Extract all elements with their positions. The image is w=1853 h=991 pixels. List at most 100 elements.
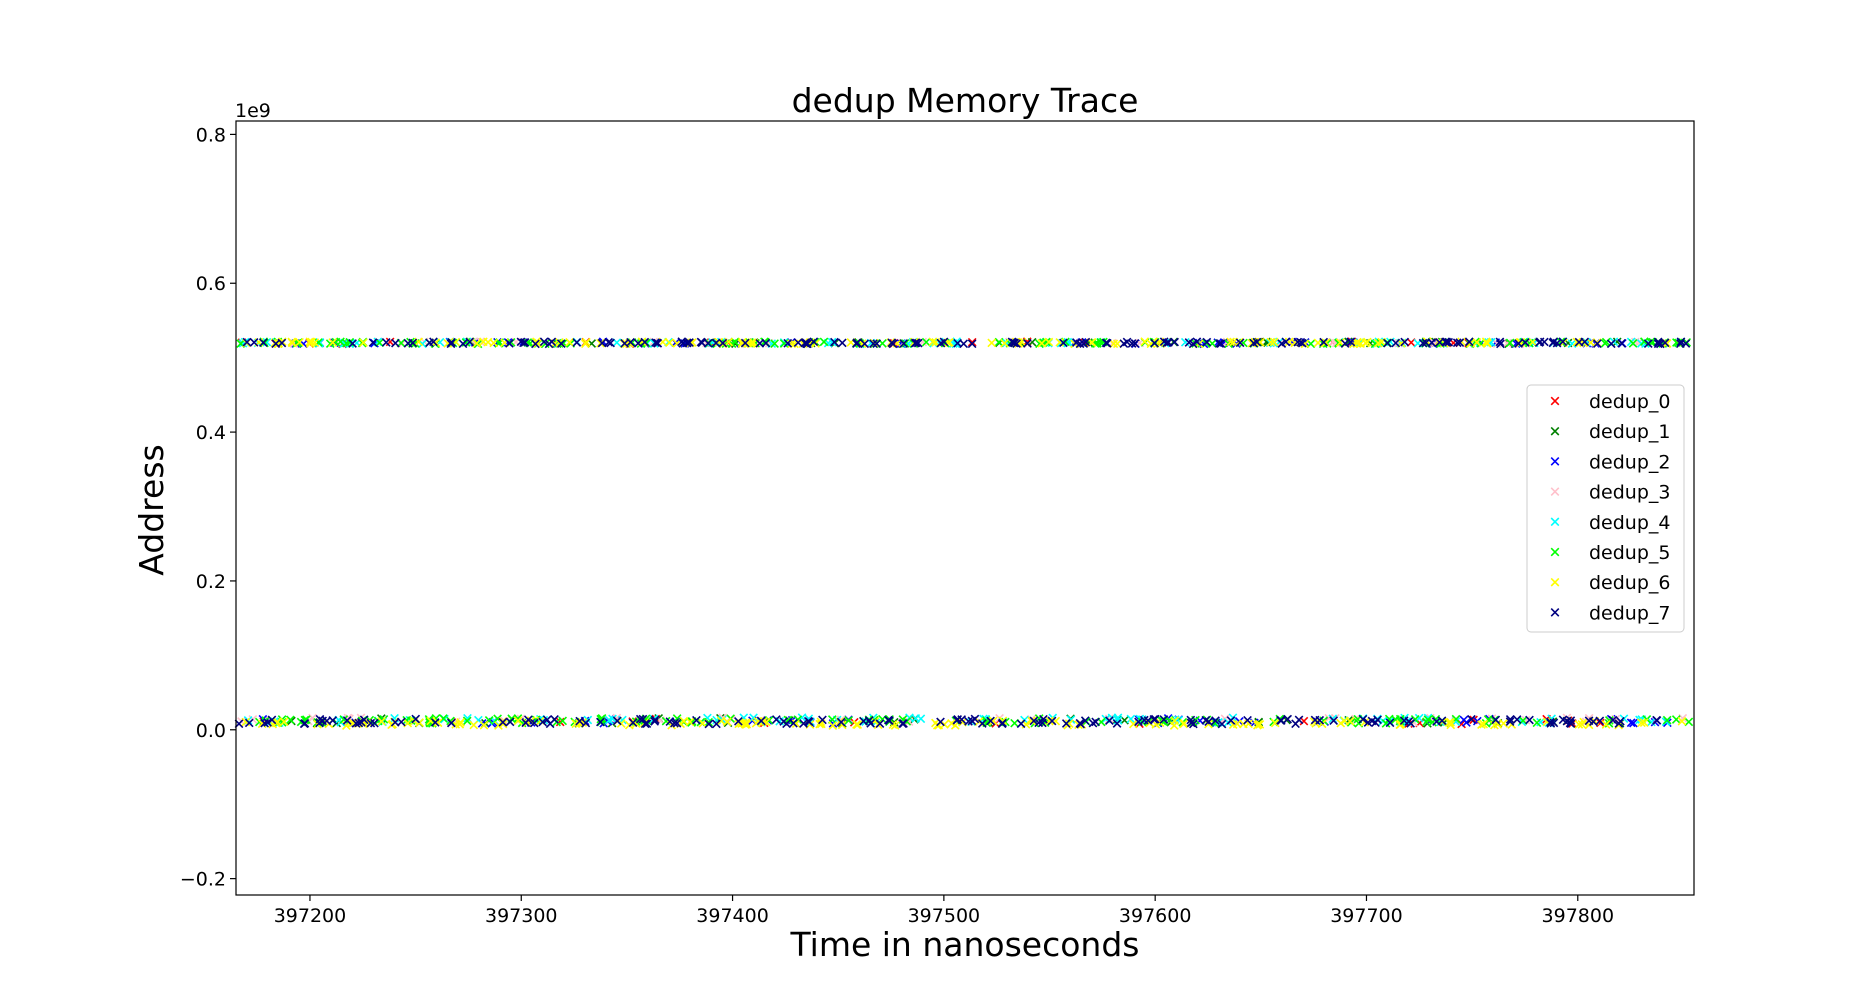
data-point [1595,716,1605,726]
data-point [1505,338,1515,348]
data-point [581,718,591,728]
data-point [1281,337,1291,347]
data-point [456,718,465,727]
data-point [463,713,472,723]
data-point [1266,337,1276,347]
data-point [1643,339,1653,349]
data-point [351,719,361,728]
data-point [967,337,977,347]
data-point [783,338,793,348]
data-point [1269,337,1279,347]
data-point [712,719,721,729]
data-point [1072,338,1081,347]
data-point [411,714,421,724]
data-point [465,337,475,347]
data-point [1243,715,1252,725]
data-point [446,716,455,726]
x-tick-label: 397500 [908,905,981,927]
data-point [753,717,763,726]
data-point [1505,717,1515,727]
data-point [565,337,574,347]
data-point [1617,338,1626,348]
data-point [819,337,829,347]
data-point [789,718,798,728]
data-point [1232,719,1242,729]
data-point [740,338,750,348]
data-point [734,716,743,726]
plot-area-frame [235,120,1695,896]
data-point [940,720,949,729]
data-point [1455,338,1465,348]
data-point [1525,715,1534,725]
data-point [1558,715,1568,725]
data-point [952,715,962,725]
legend-marker [1550,396,1560,406]
data-point [859,716,868,726]
data-point [910,338,920,348]
legend-label: dedup_1 [1589,421,1671,443]
data-point [521,718,531,728]
data-point [1319,337,1329,347]
y-tick-label: 0.4 [196,422,226,444]
data-point [1010,338,1020,348]
data-point [1029,716,1039,726]
legend-marker [1550,517,1560,527]
data-point [242,337,252,347]
data-point [988,716,998,726]
data-point [1075,718,1085,728]
data-point [1383,338,1392,348]
data-point [1566,716,1576,725]
data-point [1140,337,1150,347]
data-point [1482,337,1491,347]
data-point [1159,337,1169,347]
data-point [375,338,384,348]
legend-item-dedup_6: dedup_6 [1550,572,1671,594]
data-point [513,716,523,726]
data-point [1611,714,1621,724]
legend-item-dedup_7: dedup_7 [1550,602,1671,624]
data-point [1027,716,1036,726]
data-point [336,337,345,347]
data-point [1418,338,1428,348]
data-point [1532,718,1542,728]
data-point [1149,715,1159,724]
data-point [539,337,549,347]
data-point [263,718,273,727]
data-point [581,339,590,349]
data-point [498,717,508,727]
data-point [462,716,472,726]
legend-label: dedup_3 [1589,482,1671,504]
data-point [771,715,781,724]
data-point [325,339,335,349]
data-point [1150,338,1159,348]
data-point [597,338,607,348]
data-point [322,716,332,726]
legend-item-dedup_1: dedup_1 [1550,421,1671,443]
data-point [328,338,338,347]
data-point [1452,338,1462,348]
data-point [1629,718,1638,728]
data-point [1678,713,1688,723]
data-point [1037,718,1047,728]
data-point [1130,339,1140,348]
data-point [964,717,973,726]
data-point [1431,714,1441,724]
data-point [1367,716,1377,726]
data-point [469,720,479,730]
data-point [1512,715,1522,724]
data-point [887,338,897,348]
data-point [916,714,926,724]
data-point [852,720,861,729]
data-point [542,715,552,725]
data-point [1462,718,1471,727]
x-tick-label: 397400 [696,905,769,927]
x-tick-label: 397300 [485,905,558,927]
data-point [1681,339,1691,348]
data-point [1406,719,1415,728]
data-point [1170,716,1180,726]
data-point [446,718,456,728]
data-point [1112,339,1122,349]
data-point [986,716,995,726]
data-point [803,716,813,726]
x-tick-label: 397600 [1119,905,1192,927]
